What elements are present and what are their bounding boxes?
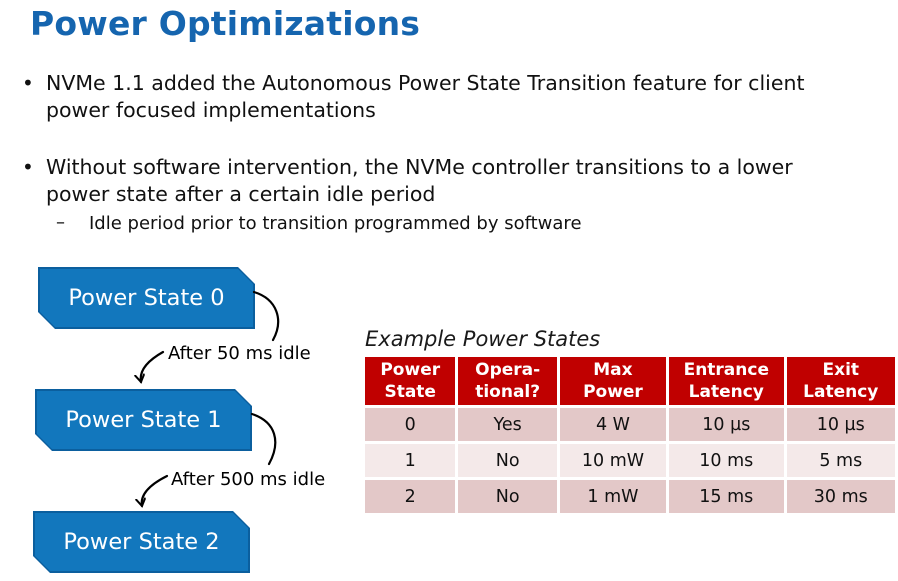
power-state-2-box: Power State 2 xyxy=(33,511,250,573)
table-row: 2 No 1 mW 15 ms 30 ms xyxy=(361,477,898,517)
arrow-curve-1b-arrowhead xyxy=(141,350,165,382)
bullet-item: • NVMe 1.1 added the Autonomous Power St… xyxy=(22,70,844,124)
cell-operational: Yes xyxy=(455,405,560,445)
header-power-state: Power State xyxy=(361,353,459,409)
arrow-curve-2a xyxy=(250,412,277,466)
arrow-curve-1a xyxy=(252,290,280,342)
power-state-2-label: Power State 2 xyxy=(63,529,220,555)
cell-max-power: 4 W xyxy=(556,405,670,445)
cell-max-power: 1 mW xyxy=(556,477,670,517)
sub-bullet-text: Idle period prior to transition programm… xyxy=(89,213,582,234)
table-caption: Example Power States xyxy=(365,327,601,351)
page-title: Power Optimizations xyxy=(30,4,421,43)
cell-exit-latency: 5 ms xyxy=(783,441,898,481)
bullet-text: NVMe 1.1 added the Autonomous Power Stat… xyxy=(46,71,805,123)
sub-bullet-marker: – xyxy=(56,212,65,233)
header-operational: Opera- tional? xyxy=(455,353,560,409)
table-header-row: Power State Opera- tional? Max Power Ent… xyxy=(361,353,898,409)
cell-max-power: 10 mW xyxy=(556,441,670,481)
cell-operational: No xyxy=(455,477,560,517)
bullet-marker: • xyxy=(22,71,34,95)
box-fill-shape xyxy=(40,269,253,327)
cell-exit-latency: 30 ms xyxy=(783,477,898,517)
sub-bullet-item: – Idle period prior to transition progra… xyxy=(56,212,756,235)
bullet-marker: • xyxy=(22,155,34,179)
cell-entrance-latency: 15 ms xyxy=(666,477,787,517)
bullet-text: Without software intervention, the NVMe … xyxy=(46,155,793,207)
cell-power-state: 2 xyxy=(361,477,459,517)
cell-entrance-latency: 10 µs xyxy=(666,405,787,445)
cell-entrance-latency: 10 ms xyxy=(666,441,787,481)
cell-power-state: 0 xyxy=(361,405,459,445)
arrow-curve-2b-arrowhead xyxy=(142,474,169,506)
cell-operational: No xyxy=(455,441,560,481)
power-state-0-box: Power State 0 xyxy=(38,267,255,329)
header-entrance-latency: Entrance Latency xyxy=(666,353,787,409)
table-row: 1 No 10 mW 10 ms 5 ms xyxy=(361,441,898,481)
box-fill-shape xyxy=(37,391,250,449)
header-max-power: Max Power xyxy=(556,353,670,409)
cell-power-state: 1 xyxy=(361,441,459,481)
bullet-item: • Without software intervention, the NVM… xyxy=(22,154,844,208)
transition-1-label: After 50 ms idle xyxy=(168,343,311,364)
power-state-1-label: Power State 1 xyxy=(65,407,222,433)
header-exit-latency: Exit Latency xyxy=(783,353,898,409)
transition-2-label: After 500 ms idle xyxy=(171,469,326,490)
power-states-table: Power State Opera- tional? Max Power Ent… xyxy=(361,353,898,517)
table-row: 0 Yes 4 W 10 µs 10 µs xyxy=(361,405,898,445)
cell-exit-latency: 10 µs xyxy=(783,405,898,445)
box-fill-shape xyxy=(35,513,248,571)
power-state-0-label: Power State 0 xyxy=(68,285,225,311)
power-state-1-box: Power State 1 xyxy=(35,389,252,451)
